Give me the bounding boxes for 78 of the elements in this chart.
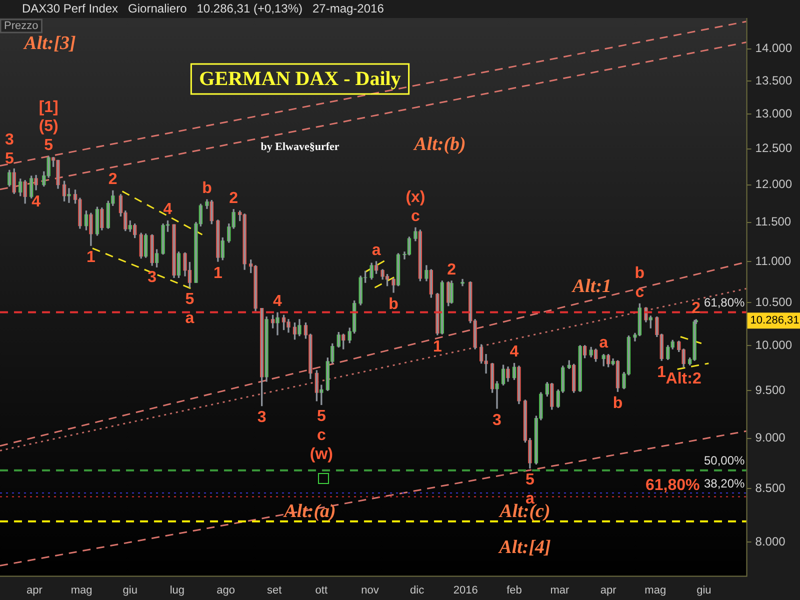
annotation: Alt:(a) [283, 500, 336, 522]
annotation: 2 [229, 190, 238, 207]
annotation: b [634, 265, 645, 282]
annotation: 2 [447, 261, 456, 278]
x-tick-label: lug [170, 584, 185, 596]
x-tick-label: mar [550, 584, 570, 596]
annotation: Alt:(b) [413, 134, 466, 155]
annotation: 61,80% [645, 477, 700, 494]
y-tick-label: 13.500 [755, 73, 792, 88]
annotation: 50,00% [704, 454, 746, 468]
y-tick-label: 13.000 [755, 106, 792, 121]
x-tick-label: giu [122, 584, 138, 596]
annotation: c [635, 284, 644, 302]
annotation: [1] [38, 99, 58, 116]
y-axis-title: Prezzo [4, 20, 38, 32]
annotation: b [388, 296, 399, 313]
y-tick-label: 12.500 [755, 141, 792, 156]
annotation: 4 [273, 292, 282, 310]
annotation: 4 [510, 344, 519, 361]
annotation: 5 [316, 408, 326, 426]
x-tick-label: giu [696, 584, 712, 596]
annotation: (w) [310, 446, 333, 464]
y-tick-label: 10.500 [755, 294, 792, 309]
y-tick-label: 11.500 [755, 214, 792, 229]
x-tick-label: set [267, 584, 282, 596]
annotation: 3 [148, 268, 157, 286]
y-tick-label: 14.000 [755, 41, 792, 56]
annotation: a [372, 242, 381, 259]
annotation: 61,80% [704, 296, 746, 310]
annotation: 5 [185, 290, 194, 308]
annotation: Alt:2 [666, 370, 702, 388]
x-tick-label: 2016 [453, 584, 478, 596]
annotation: (x) [406, 189, 426, 206]
annotation: a [185, 310, 194, 327]
y-tick-label: 8.500 [755, 481, 786, 495]
x-tick-label: mag [70, 584, 92, 596]
annotation: 5 [4, 150, 14, 168]
annotation: 3 [492, 412, 502, 429]
annotation: 3 [4, 132, 14, 149]
annotation: Alt:[3] [23, 32, 76, 54]
x-tick-label: ott [315, 584, 328, 596]
annotation: (5) [38, 118, 58, 135]
annotation: 4 [32, 193, 41, 210]
x-tick-label: feb [506, 584, 522, 596]
annotation: c [411, 208, 420, 226]
annotation: a [599, 334, 608, 352]
annotation: Alt:[4] [498, 536, 551, 558]
x-tick-label: ago [216, 584, 235, 596]
y-tick-label: 12.000 [755, 177, 792, 192]
x-tick-label: nov [361, 584, 380, 596]
annotation: 1 [86, 248, 96, 266]
text: 10.286,31 [750, 314, 800, 327]
x-tick-label: dic [410, 584, 425, 596]
annotation: Alt:1 [571, 276, 612, 297]
annotation: 1 [213, 264, 222, 282]
annotation: 2 [692, 300, 701, 317]
annotation: b [612, 395, 623, 412]
x-tick-label: mag [644, 584, 666, 596]
annotation: 3 [257, 409, 266, 426]
x-tick-label: apr [26, 584, 43, 596]
y-tick-label: 8.000 [755, 534, 786, 548]
annotation: 5 [525, 472, 534, 489]
y-tick-label: 9.500 [755, 382, 786, 397]
annotation: 1 [432, 338, 442, 356]
text: by Elwave§urfer [260, 140, 340, 153]
y-tick-label: 10.000 [755, 338, 792, 352]
text: DAX30 Perf Index Giornaliero 10.286,31 (+0,13%) 27-mag-2016 [22, 1, 384, 16]
annotation: b [202, 180, 212, 197]
annotation: c [316, 427, 326, 444]
x-tick-label: apr [600, 584, 617, 596]
y-tick-label: 11.000 [755, 254, 792, 268]
y-tick-label: 9.000 [755, 430, 786, 445]
annotation: 2 [108, 171, 118, 188]
annotation: 4 [163, 201, 172, 218]
annotation: 5 [44, 137, 54, 154]
text: GERMAN DAX - Daily [199, 68, 401, 90]
annotation: 38,20% [704, 476, 746, 490]
annotation: 1 [657, 364, 666, 381]
